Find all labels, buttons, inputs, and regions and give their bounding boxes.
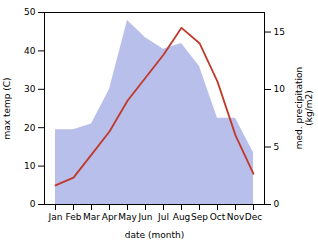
svg-text:Jul: Jul — [157, 212, 169, 222]
svg-text:Aug: Aug — [173, 212, 191, 222]
svg-text:30: 30 — [24, 84, 36, 94]
svg-text:Apr: Apr — [102, 212, 118, 222]
svg-text:0: 0 — [274, 199, 280, 209]
svg-text:Feb: Feb — [66, 212, 82, 222]
svg-text:Jun: Jun — [137, 212, 152, 222]
svg-text:Sep: Sep — [191, 212, 208, 222]
svg-text:50: 50 — [24, 7, 36, 17]
svg-text:10: 10 — [274, 84, 286, 94]
svg-text:max temp (C): max temp (C) — [2, 77, 12, 139]
svg-text:10: 10 — [24, 161, 36, 171]
svg-text:40: 40 — [24, 46, 36, 56]
svg-text:Dec: Dec — [245, 212, 262, 222]
svg-text:Jan: Jan — [48, 212, 63, 222]
svg-text:5: 5 — [274, 142, 280, 152]
svg-text:20: 20 — [24, 123, 36, 133]
svg-text:0: 0 — [30, 199, 36, 209]
svg-text:date (month): date (month) — [125, 230, 184, 240]
svg-text:med. precipitation(kg/m2): med. precipitation(kg/m2) — [294, 67, 314, 149]
svg-text:Mar: Mar — [83, 212, 100, 222]
svg-text:15: 15 — [274, 27, 285, 37]
svg-text:May: May — [118, 212, 137, 222]
svg-text:Nov: Nov — [227, 212, 245, 222]
svg-text:Oct: Oct — [210, 212, 226, 222]
